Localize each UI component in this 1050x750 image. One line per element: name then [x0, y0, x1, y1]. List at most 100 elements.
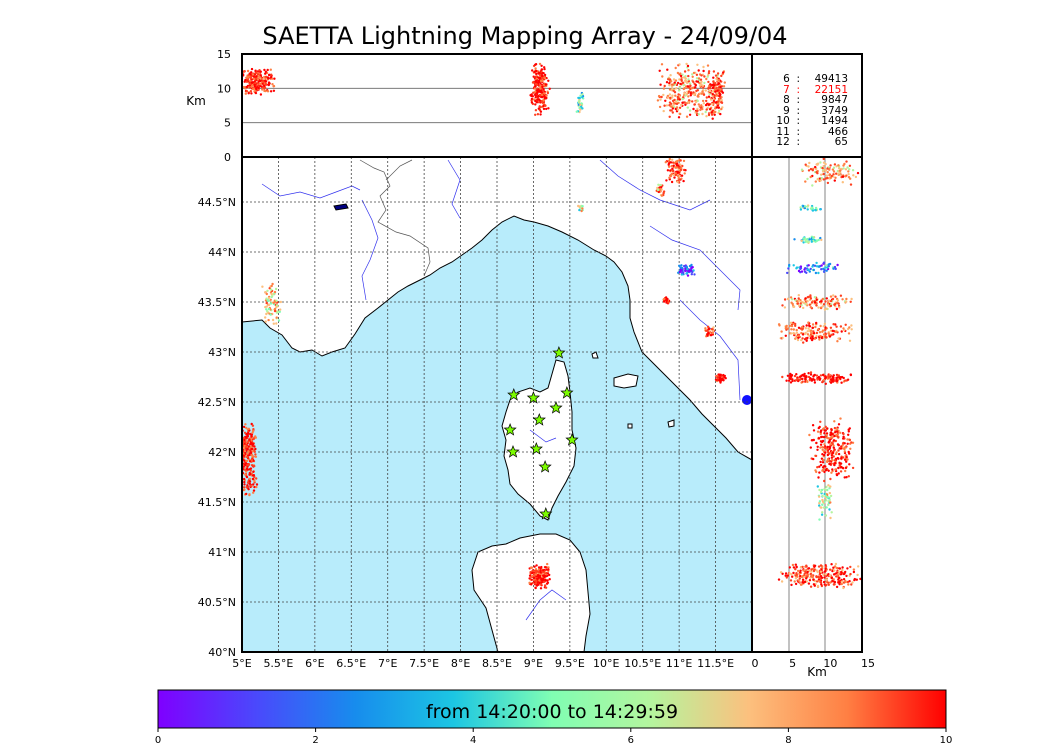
- lightning-source: [244, 423, 247, 426]
- lightning-source: [248, 477, 252, 481]
- lightning-source: [794, 568, 797, 571]
- lightning-source: [807, 573, 810, 576]
- lightning-source: [785, 576, 788, 579]
- lightning-source: [665, 179, 668, 182]
- lightning-source: [811, 424, 815, 427]
- lightning-source: [546, 562, 549, 566]
- lightning-source: [713, 113, 716, 117]
- lightning-source: [671, 96, 674, 99]
- lightning-source: [856, 573, 859, 577]
- lightning-source: [823, 322, 827, 326]
- lightning-source: [832, 578, 835, 581]
- small-island: [667, 419, 675, 428]
- lightning-source: [815, 171, 818, 174]
- lightning-source: [681, 101, 684, 105]
- lightning-source: [815, 580, 819, 583]
- lightning-source: [826, 496, 829, 499]
- lightning-source: [684, 169, 687, 172]
- island-dot: [742, 395, 752, 405]
- lat-tick-label: 42°N: [208, 446, 236, 459]
- lightning-source: [824, 514, 828, 517]
- lightning-source: [802, 306, 805, 310]
- side-altitude-tick-label: 5: [789, 657, 796, 670]
- lightning-source: [797, 326, 801, 329]
- lightning-source: [792, 305, 795, 308]
- lightning-source: [839, 325, 843, 328]
- lightning-source: [659, 187, 662, 191]
- lightning-source: [702, 69, 705, 73]
- station-count-label: 8 :: [783, 94, 800, 106]
- lightning-source: [813, 584, 816, 587]
- lightning-source: [816, 163, 819, 166]
- lightning-source: [671, 170, 675, 173]
- lightning-source: [544, 83, 547, 86]
- lightning-source: [272, 89, 276, 93]
- altitude-longitude-panel: 15 10 5 0 Km: [186, 48, 753, 164]
- lightning-source: [247, 92, 250, 95]
- lightning-source: [818, 500, 822, 503]
- lightning-source: [532, 75, 535, 78]
- lightning-source: [820, 506, 823, 509]
- lightning-source: [663, 84, 666, 88]
- lightning-source: [819, 564, 823, 567]
- lightning-source: [793, 580, 796, 583]
- lightning-source: [270, 292, 273, 296]
- longitude-tick-labels: 5°E 5.5°E 6°E 6.5°E 7°E 7.5°E 8°E 8.5°E 9°E 9.5°E…: [232, 657, 734, 670]
- lightning-source: [795, 566, 798, 569]
- lightning-source: [832, 378, 835, 381]
- lightning-source: [707, 328, 710, 331]
- lightning-source: [672, 164, 675, 167]
- lightning-source: [242, 465, 245, 468]
- lightning-source: [835, 325, 838, 328]
- lightning-source: [814, 271, 818, 275]
- lightning-source: [534, 571, 538, 574]
- lightning-source: [806, 240, 810, 244]
- lightning-source: [821, 329, 825, 332]
- lon-tick-label: 11°E: [666, 657, 692, 670]
- lightning-source: [823, 453, 826, 457]
- lightning-source: [835, 566, 838, 570]
- lightning-source: [797, 336, 800, 339]
- lightning-source: [846, 166, 849, 169]
- lightning-source: [689, 92, 692, 95]
- lightning-source: [852, 568, 856, 571]
- lightning-source: [838, 306, 841, 309]
- lightning-source: [694, 100, 698, 104]
- lightning-source: [810, 570, 813, 573]
- lightning-source: [821, 469, 824, 472]
- lightning-source: [822, 267, 825, 270]
- lightning-source: [799, 566, 803, 569]
- lightning-source: [268, 73, 271, 77]
- lightning-source: [835, 307, 839, 311]
- lightning-source: [824, 569, 827, 573]
- lightning-source: [706, 325, 710, 328]
- lightning-source: [671, 94, 674, 97]
- lightning-source: [813, 296, 817, 299]
- lightning-source: [548, 578, 551, 581]
- lightning-source: [814, 209, 817, 212]
- lightning-source: [707, 103, 711, 107]
- lightning-source: [539, 87, 542, 91]
- lightning-source: [833, 463, 836, 467]
- lightning-source: [821, 461, 825, 464]
- lightning-source: [830, 511, 833, 514]
- lightning-source: [848, 580, 851, 583]
- lightning-source: [824, 451, 827, 454]
- lightning-source: [830, 433, 834, 436]
- lightning-source: [847, 170, 850, 173]
- lightning-source: [535, 69, 538, 73]
- lightning-source: [830, 456, 834, 459]
- lightning-source: [275, 322, 278, 325]
- lightning-source: [709, 334, 713, 337]
- lightning-source: [819, 334, 822, 338]
- lightning-source: [259, 70, 262, 73]
- lightning-source: [702, 102, 706, 105]
- station-count-row: 6 : 49413: [760, 74, 852, 85]
- lightning-source: [837, 472, 840, 475]
- lightning-source: [780, 330, 783, 333]
- lightning-source: [266, 90, 270, 93]
- river: [261, 183, 361, 199]
- station-star-icon: [549, 401, 563, 414]
- lightning-source: [671, 87, 674, 91]
- lightning-source: [846, 378, 850, 381]
